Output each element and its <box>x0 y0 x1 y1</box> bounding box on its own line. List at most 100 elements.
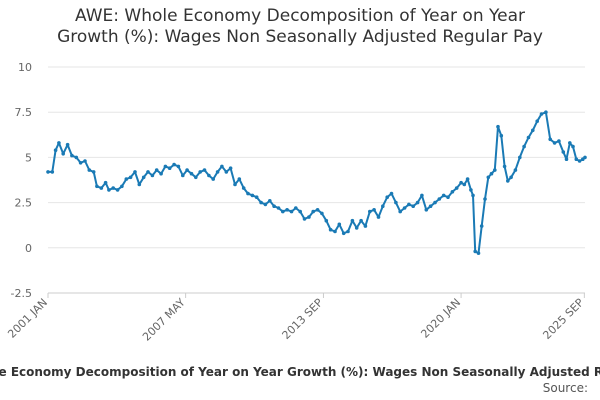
data-point[interactable] <box>557 139 561 143</box>
data-point[interactable] <box>146 170 150 174</box>
data-point[interactable] <box>154 168 159 172</box>
data-point[interactable] <box>159 171 163 176</box>
data-point[interactable] <box>307 215 311 219</box>
data-point[interactable] <box>411 204 416 208</box>
data-point[interactable] <box>394 200 398 205</box>
data-point[interactable] <box>509 175 513 180</box>
data-point[interactable] <box>462 182 467 187</box>
data-point[interactable] <box>228 166 233 170</box>
data-point[interactable] <box>207 173 211 178</box>
data-point[interactable] <box>302 217 307 221</box>
legend[interactable]: AWE: Whole Economy Decomposition of Year… <box>0 365 600 383</box>
data-point[interactable] <box>496 124 500 129</box>
data-point[interactable] <box>53 148 58 152</box>
data-point[interactable] <box>574 157 579 161</box>
data-point[interactable] <box>133 170 137 174</box>
data-point[interactable] <box>486 175 491 180</box>
data-point[interactable] <box>469 188 473 192</box>
data-point[interactable] <box>324 218 329 223</box>
data-point[interactable] <box>420 193 424 198</box>
data-point[interactable] <box>437 197 442 201</box>
data-point[interactable] <box>571 144 575 149</box>
data-point[interactable] <box>50 170 55 174</box>
data-point[interactable] <box>150 173 155 178</box>
data-point[interactable] <box>489 171 494 176</box>
data-point[interactable] <box>220 164 224 169</box>
data-point[interactable] <box>268 199 272 203</box>
data-point[interactable] <box>115 188 120 192</box>
data-point[interactable] <box>128 175 133 180</box>
data-point[interactable] <box>83 159 87 163</box>
data-point[interactable] <box>103 180 108 185</box>
data-point[interactable] <box>74 155 79 160</box>
data-point[interactable] <box>518 155 522 160</box>
data-point[interactable] <box>333 229 337 234</box>
data-point[interactable] <box>568 141 572 145</box>
data-point[interactable] <box>398 209 403 214</box>
data-point[interactable] <box>276 206 281 210</box>
data-point[interactable] <box>337 222 342 227</box>
data-point[interactable] <box>376 215 381 219</box>
data-point[interactable] <box>259 200 263 205</box>
data-point[interactable] <box>315 208 320 212</box>
data-point[interactable] <box>272 204 276 208</box>
data-point[interactable] <box>561 150 566 154</box>
data-point[interactable] <box>350 218 355 223</box>
data-point[interactable] <box>78 161 83 165</box>
data-point[interactable] <box>539 112 544 116</box>
data-point[interactable] <box>328 227 333 232</box>
data-point[interactable] <box>564 157 569 161</box>
data-point[interactable] <box>407 202 411 207</box>
data-point[interactable] <box>181 173 185 178</box>
data-point[interactable] <box>211 177 215 181</box>
data-point[interactable] <box>583 155 587 160</box>
data-point[interactable] <box>233 182 237 187</box>
data-point[interactable] <box>459 180 463 185</box>
data-point[interactable] <box>70 153 74 158</box>
data-point[interactable] <box>176 164 181 169</box>
data-point[interactable] <box>513 168 518 172</box>
data-point[interactable] <box>246 191 250 196</box>
data-point[interactable] <box>479 224 484 228</box>
data-point[interactable] <box>237 177 242 181</box>
data-point[interactable] <box>285 208 289 212</box>
data-point[interactable] <box>65 142 70 147</box>
data-point[interactable] <box>446 195 450 199</box>
data-point[interactable] <box>185 168 189 172</box>
data-point[interactable] <box>224 170 229 174</box>
data-point[interactable] <box>111 186 115 190</box>
data-point[interactable] <box>499 133 504 138</box>
data-point[interactable] <box>577 159 582 163</box>
data-point[interactable] <box>91 170 96 174</box>
data-point[interactable] <box>137 182 142 187</box>
data-point[interactable] <box>544 110 548 114</box>
data-point[interactable] <box>385 195 390 199</box>
data-point[interactable] <box>250 193 255 198</box>
data-point[interactable] <box>294 206 298 210</box>
data-point[interactable] <box>424 208 429 212</box>
data-point[interactable] <box>87 168 92 172</box>
data-point[interactable] <box>354 226 359 230</box>
data-point[interactable] <box>124 177 129 181</box>
data-point[interactable] <box>433 200 437 205</box>
data-point[interactable] <box>141 175 146 180</box>
data-point[interactable] <box>198 170 202 174</box>
data-point[interactable] <box>241 186 246 190</box>
data-point[interactable] <box>95 184 99 189</box>
data-point[interactable] <box>493 168 497 172</box>
data-point[interactable] <box>471 193 475 198</box>
data-point[interactable] <box>363 224 368 228</box>
data-point[interactable] <box>415 200 420 205</box>
data-point[interactable] <box>526 135 531 140</box>
data-point[interactable] <box>57 141 61 145</box>
data-point[interactable] <box>465 177 470 181</box>
data-point[interactable] <box>359 218 363 223</box>
data-point[interactable] <box>454 186 459 190</box>
data-point[interactable] <box>107 188 111 192</box>
series-line[interactable] <box>48 111 586 255</box>
data-point[interactable] <box>341 231 346 236</box>
data-point[interactable] <box>194 175 198 180</box>
data-point[interactable] <box>120 184 124 189</box>
data-point[interactable] <box>215 170 220 174</box>
data-point[interactable] <box>281 209 285 214</box>
